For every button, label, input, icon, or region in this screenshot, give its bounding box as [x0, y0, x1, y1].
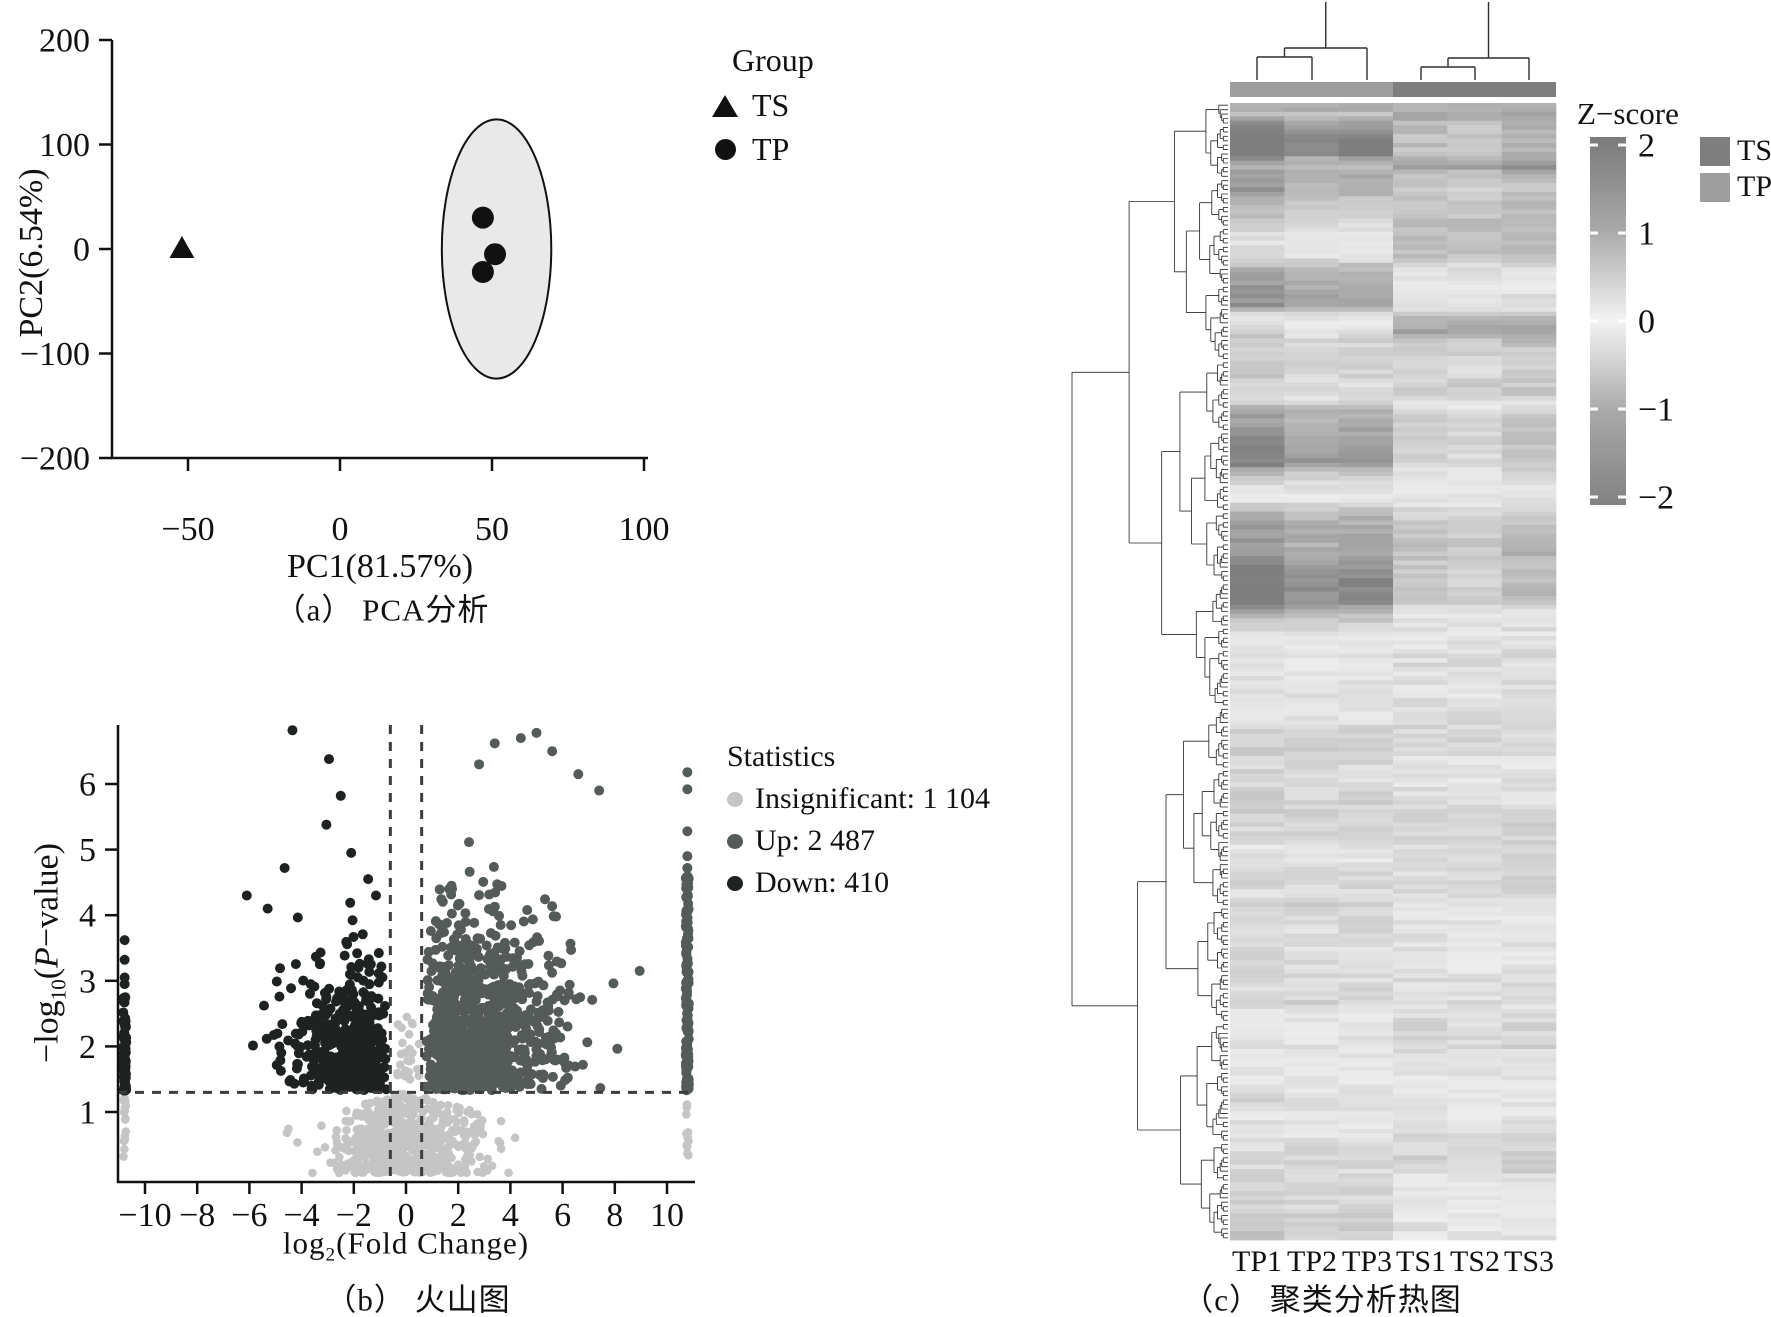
tp-point [484, 243, 507, 266]
svg-text:8: 8 [606, 1197, 623, 1234]
volcano-insignificant-points [119, 1012, 693, 1178]
svg-text:−8: −8 [179, 1197, 215, 1234]
zscore-legend-title: Z−score [1577, 96, 1679, 131]
svg-text:0: 0 [398, 1197, 415, 1234]
circle-marker-icon [714, 139, 736, 160]
ylabel-subscript: 10 [46, 979, 71, 1001]
zscore-colorbar: 2 1 0 −1 −2 [1590, 128, 1674, 517]
volcano-up-points [419, 727, 694, 1096]
volcano-y-axis-label: −log10(P−value) [29, 843, 72, 1063]
column-label-tp2: TP2 [1286, 1245, 1338, 1278]
svg-text:1: 1 [1638, 216, 1655, 253]
svg-text:4: 4 [79, 898, 96, 935]
group-legend-item-tp: TP [1700, 170, 1771, 204]
svg-text:2: 2 [79, 1029, 96, 1066]
xlabel-subscript: 2 [325, 1244, 337, 1266]
up-dot-icon [727, 833, 743, 849]
ylabel-suffix: −value) [28, 843, 66, 948]
volcano-threshold-lines [118, 725, 694, 1182]
heatmap-group-legend: TS TP [1700, 134, 1771, 206]
pca-points [169, 206, 507, 283]
volcano-legend-title: Statistics [727, 740, 836, 773]
group-legend-item-ts: TS [1700, 134, 1771, 168]
triangle-marker-icon [712, 94, 738, 117]
volcano-legend-item-up: Up: 2 487 [727, 824, 990, 858]
svg-text:0: 0 [332, 511, 349, 548]
pca-axes: 200 100 0 −100 −200 −50 0 50 100 [20, 23, 670, 549]
svg-text:100: 100 [39, 127, 90, 164]
heatmap-cells [1230, 103, 1557, 1241]
volcano-x-axis-label: log2(Fold Change) [283, 1225, 529, 1266]
insignificant-dot-icon [727, 791, 743, 807]
ylabel-paren: ( [28, 967, 66, 980]
group-legend-label-ts: TS [1737, 134, 1771, 167]
pca-plot: 200 100 0 −100 −200 −50 0 50 100 [20, 23, 670, 549]
pca-legend-title: Group [732, 42, 814, 78]
heatmap-caption: （c） 聚类分析热图 [1182, 1282, 1462, 1317]
svg-text:4: 4 [502, 1197, 519, 1234]
svg-text:50: 50 [475, 511, 509, 548]
column-label-tp1: TP1 [1231, 1245, 1283, 1278]
pca-legend-label-tp: TP [752, 131, 790, 167]
svg-text:2: 2 [450, 1197, 467, 1234]
pca-caption: （a） PCA分析 [274, 592, 490, 628]
volcano-legend-item-insignificant: Insignificant: 1 104 [727, 782, 990, 816]
svg-text:1: 1 [79, 1095, 96, 1132]
svg-text:5: 5 [79, 832, 96, 869]
svg-text:−1: −1 [1638, 392, 1674, 429]
volcano-legend-item-down: Down: 410 [727, 866, 990, 900]
volcano-down-points [118, 725, 392, 1096]
tp-point [471, 260, 494, 283]
volcano-legend-label-insignificant: Insignificant: 1 104 [755, 782, 990, 815]
volcano-caption: （b） 火山图 [325, 1282, 511, 1317]
down-dot-icon [727, 875, 743, 891]
pca-legend-item-ts: TS [712, 87, 814, 124]
svg-text:−2: −2 [1638, 480, 1674, 517]
svg-text:0: 0 [1638, 304, 1655, 341]
svg-text:−50: −50 [161, 511, 214, 548]
pca-y-axis-label: PC2(6.54%) [13, 168, 50, 338]
column-label-tp3: TP3 [1341, 1245, 1393, 1278]
svg-text:0: 0 [73, 232, 90, 269]
svg-text:−2: −2 [336, 1197, 372, 1234]
pca-x-axis-label: PC1(81.57%) [286, 548, 474, 585]
ts-point [169, 236, 195, 258]
svg-text:200: 200 [39, 23, 90, 60]
svg-text:6: 6 [79, 767, 96, 804]
svg-text:3: 3 [79, 963, 96, 1000]
pca-legend-item-tp: TP [712, 131, 814, 168]
volcano-legend-label-up: Up: 2 487 [755, 824, 875, 857]
column-annotation-bar [1230, 82, 1556, 97]
svg-text:−10: −10 [118, 1197, 171, 1234]
volcano-legend: Statistics Insignificant: 1 104 Up: 2 48… [727, 740, 990, 908]
ylabel-prefix: −log [28, 1000, 66, 1063]
column-label-ts2: TS2 [1449, 1245, 1501, 1278]
column-label-ts1: TS1 [1395, 1245, 1447, 1278]
pca-legend-label-ts: TS [752, 87, 790, 123]
svg-text:−200: −200 [20, 441, 90, 478]
svg-text:2: 2 [1638, 128, 1655, 165]
pca-legend: Group TS TP [712, 42, 814, 175]
column-label-ts3: TS3 [1503, 1245, 1555, 1278]
ylabel-pvar: P [28, 947, 66, 968]
svg-text:10: 10 [650, 1197, 684, 1234]
svg-text:6: 6 [554, 1197, 571, 1234]
svg-text:−100: −100 [20, 336, 90, 373]
column-dendrogram [1256, 2, 1530, 80]
svg-text:100: 100 [619, 511, 670, 548]
xlabel-suffix: (Fold Change) [336, 1225, 530, 1261]
volcano-legend-label-down: Down: 410 [755, 866, 890, 899]
group-legend-label-tp: TP [1737, 170, 1771, 203]
tp-point [471, 206, 494, 229]
tp-swatch-icon [1700, 172, 1730, 202]
svg-text:−6: −6 [231, 1197, 267, 1234]
xlabel-prefix: log [282, 1225, 326, 1261]
svg-text:−4: −4 [284, 1197, 320, 1234]
row-dendrogram [1071, 104, 1228, 1239]
ts-swatch-icon [1700, 136, 1730, 166]
heatmap-panel: 2 1 0 −1 −2 [1071, 2, 1674, 1241]
